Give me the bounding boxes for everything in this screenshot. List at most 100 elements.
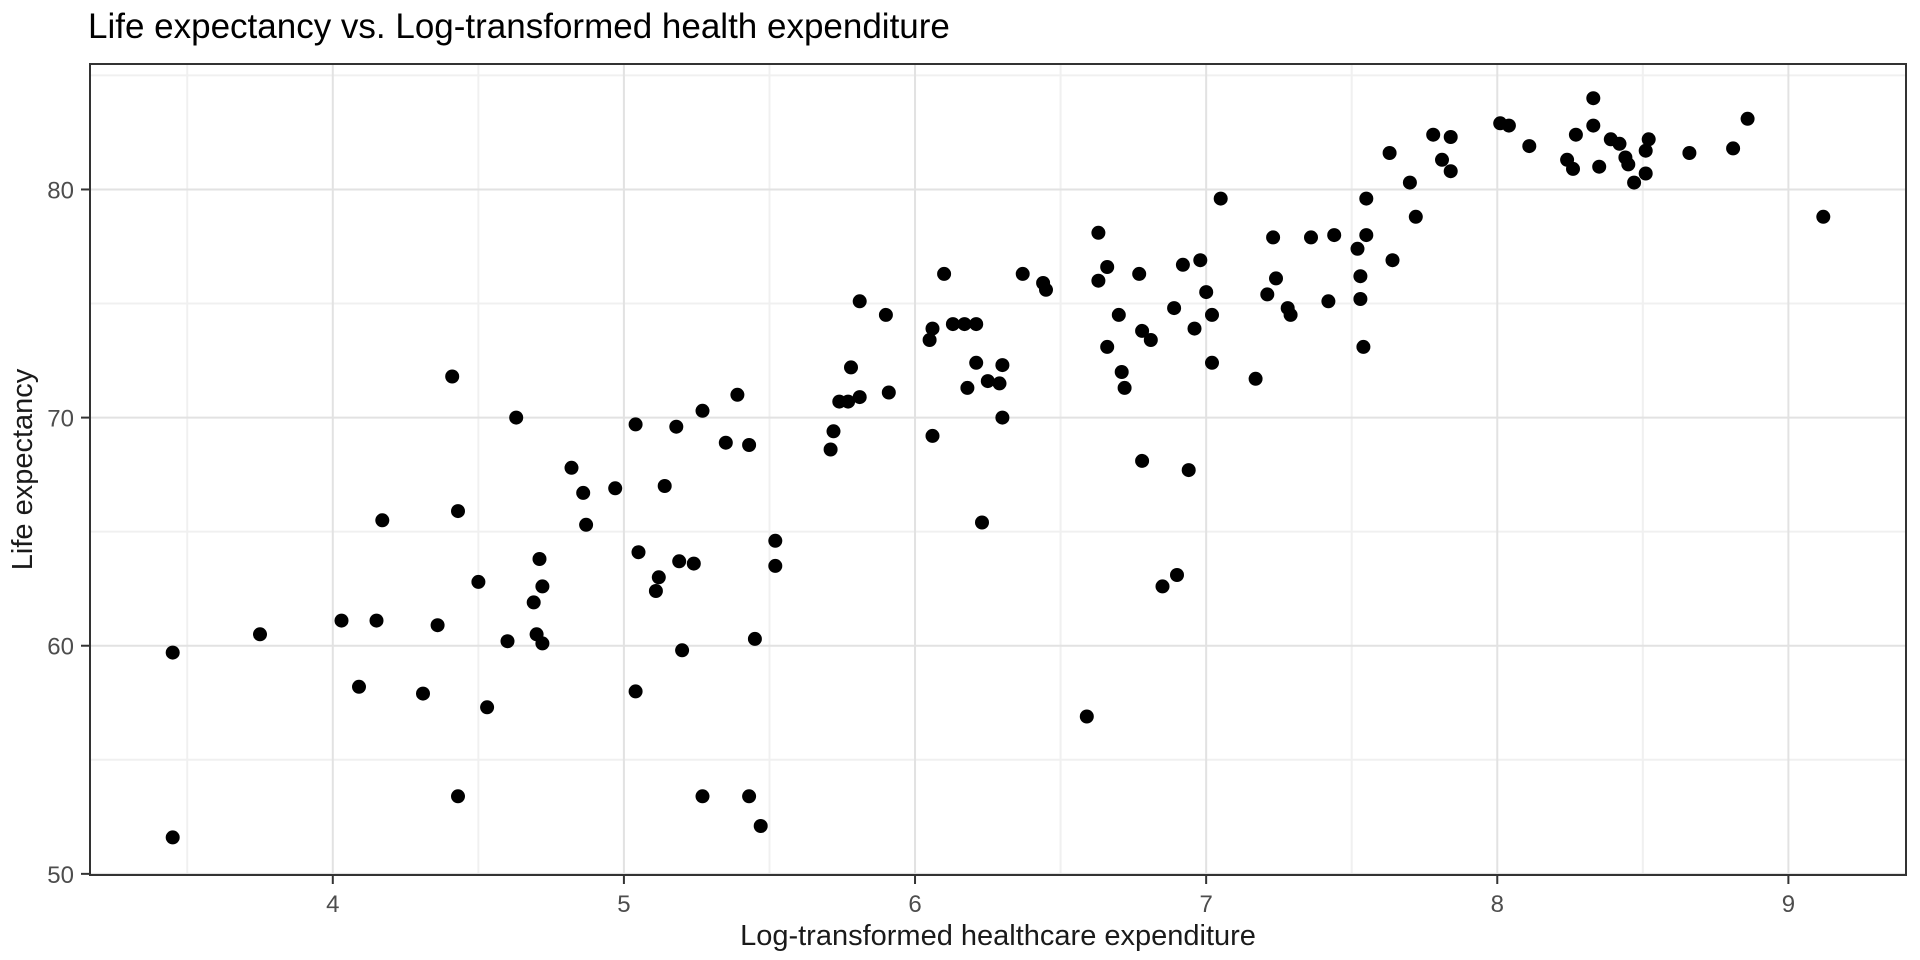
data-point [451, 504, 465, 519]
y-tick-label: 50 [47, 862, 74, 889]
data-point [1175, 257, 1190, 272]
data-point [1193, 253, 1208, 268]
data-point [564, 460, 579, 475]
data-point [1170, 568, 1184, 582]
y-tick-label: 70 [47, 406, 74, 433]
data-point [1350, 241, 1365, 256]
data-point [753, 819, 768, 833]
data-point [1260, 287, 1275, 302]
data-point [1199, 285, 1214, 300]
data-point [1135, 323, 1150, 338]
data-point [742, 438, 757, 452]
data-point [1132, 266, 1147, 281]
data-point [1205, 355, 1219, 370]
data-point [945, 317, 960, 332]
data-point [995, 410, 1010, 425]
data-point [1382, 146, 1397, 160]
data-point [995, 358, 1010, 373]
data-point [1641, 132, 1656, 147]
x-axis-ticks [331, 876, 1790, 884]
data-point [844, 360, 858, 375]
data-point [1592, 159, 1607, 174]
data-point [165, 830, 180, 845]
data-point [500, 634, 515, 649]
data-point [657, 479, 672, 493]
data-point [675, 643, 690, 658]
data-point [925, 428, 940, 443]
data-point [1327, 228, 1342, 243]
data-point [628, 684, 643, 699]
data-point [526, 595, 541, 610]
data-point [730, 387, 745, 402]
data-point [669, 419, 684, 434]
minor-gridlines [90, 64, 1906, 875]
data-point [1321, 294, 1336, 309]
data-point [628, 417, 643, 432]
data-point [1213, 191, 1228, 206]
x-axis-tick-labels: 4 5 6 7 8 9 [326, 891, 1795, 918]
data-point [992, 376, 1007, 391]
data-point [1435, 152, 1449, 167]
data-point [430, 618, 445, 633]
data-point [445, 369, 460, 384]
x-axis-label: Log-transformed healthcare expenditure [740, 920, 1256, 952]
data-point [1283, 307, 1298, 322]
data-point [1522, 139, 1537, 154]
data-point [1353, 292, 1368, 306]
data-point [1039, 282, 1053, 297]
data-point [922, 333, 937, 347]
data-point [648, 584, 663, 598]
data-point [695, 789, 710, 804]
data-point [1356, 339, 1371, 354]
data-point [1408, 209, 1423, 224]
data-point [334, 613, 349, 628]
data-point [1682, 146, 1697, 160]
data-point [1566, 161, 1580, 176]
y-axis-tick-labels: 50 60 70 80 [47, 177, 74, 888]
data-point [1100, 339, 1115, 354]
data-point [1266, 230, 1281, 245]
y-tick-label: 60 [47, 634, 74, 661]
data-point [1612, 136, 1627, 151]
data-point [1359, 228, 1374, 243]
data-point [1111, 307, 1126, 322]
data-point [1079, 709, 1094, 724]
data-point [1426, 127, 1441, 142]
data-points [165, 91, 1831, 845]
data-point [718, 435, 733, 450]
data-point [1638, 143, 1653, 158]
data-point [1568, 127, 1583, 142]
data-point [1155, 579, 1170, 594]
major-gridlines [90, 64, 1906, 875]
data-point [1353, 269, 1368, 284]
data-point [532, 552, 547, 566]
data-point [937, 266, 952, 281]
data-point [826, 424, 841, 439]
x-tick-label: 6 [908, 891, 921, 918]
data-point [471, 574, 486, 589]
data-point [375, 513, 390, 528]
data-point [768, 558, 783, 573]
data-point [651, 570, 666, 585]
data-point [975, 515, 989, 530]
data-point [369, 613, 384, 628]
data-point [1100, 260, 1115, 274]
data-point [695, 403, 710, 418]
data-point [1402, 175, 1417, 190]
data-point [852, 390, 867, 405]
data-point [1187, 321, 1202, 336]
data-point [742, 789, 757, 804]
x-tick-label: 8 [1491, 891, 1504, 918]
data-point [480, 700, 495, 715]
data-point [1181, 463, 1196, 478]
data-point [579, 517, 594, 532]
data-point [686, 556, 701, 571]
y-axis-label: Life expectancy [7, 368, 39, 570]
data-point [1015, 266, 1030, 281]
data-point [980, 374, 995, 389]
data-point [631, 545, 646, 560]
data-point [1091, 225, 1106, 240]
data-point [509, 410, 524, 425]
